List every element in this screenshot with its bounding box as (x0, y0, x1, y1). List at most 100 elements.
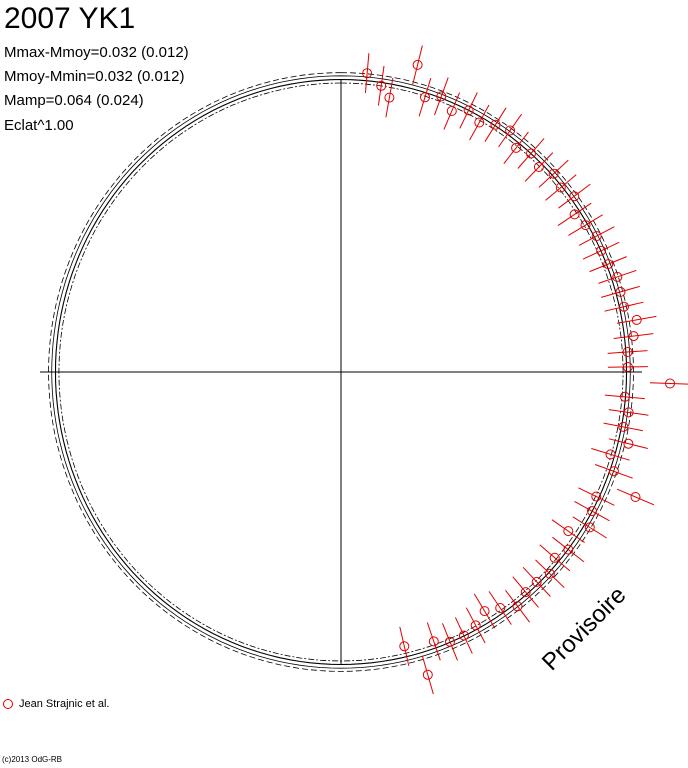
observation-point (384, 77, 395, 118)
mean-curve-lower-envelope (58, 82, 624, 662)
legend-marker-icon (3, 699, 13, 709)
observation-error-bar (535, 559, 565, 589)
observation-marker (490, 119, 501, 130)
observation-marker (591, 231, 602, 242)
observation-point (539, 544, 571, 572)
observation-error-bar (552, 536, 585, 563)
observation-marker (412, 59, 423, 70)
observation-error-bar (426, 622, 441, 661)
observation-point (591, 448, 630, 461)
observation-marker (479, 606, 490, 617)
observation-point (459, 92, 478, 129)
observation-point (608, 438, 648, 449)
observation-error-bar (616, 488, 655, 506)
mean-curve (54, 78, 628, 666)
observation-error-bar (545, 174, 577, 201)
observation-error-bar (601, 285, 640, 298)
observation-point (426, 622, 441, 661)
observation-error-bar (594, 464, 633, 479)
observation-error-bar (412, 45, 423, 85)
observation-marker (399, 641, 410, 652)
mean-curve-outer (51, 75, 631, 669)
chart-title: 2007 YK1 (4, 2, 136, 35)
observation-error-bar (551, 519, 585, 544)
observation-error-bar (459, 92, 478, 129)
observation-point (598, 269, 637, 284)
observation-error-bar (582, 241, 620, 260)
observation-point (442, 623, 458, 661)
observation-point (572, 516, 607, 539)
observation-point (545, 174, 577, 201)
observation-error-bar (578, 226, 615, 246)
observation-marker (544, 568, 555, 579)
observation-point (574, 500, 610, 522)
mean-curve-upper-envelope (48, 72, 634, 672)
observations-group (362, 45, 688, 695)
observation-error-bar (613, 333, 654, 339)
observation-error-bar (522, 566, 551, 597)
observation-marker (623, 407, 634, 418)
observation-marker (619, 391, 630, 402)
observation-point (434, 77, 449, 116)
observation-point (512, 576, 539, 608)
observation-error-bar (578, 487, 615, 506)
observation-marker (446, 106, 457, 116)
observation-marker (603, 259, 614, 270)
observation-point (376, 65, 387, 106)
observation-error-bar (442, 623, 458, 661)
observation-point (613, 331, 654, 342)
observation-point (535, 559, 565, 589)
legend-label: Jean Strajnic et al. (19, 698, 110, 710)
observation-point (454, 617, 473, 654)
observation-marker (422, 669, 433, 680)
observation-error-bar (484, 107, 507, 142)
observation-marker (420, 92, 430, 103)
observation-marker (458, 630, 469, 641)
stat-mamp: Mamp=0.064 (0.024) (4, 92, 144, 109)
observation-point (412, 45, 423, 85)
observation-marker (384, 92, 395, 103)
observation-error-bar (568, 214, 603, 236)
observation-error-bar (539, 544, 571, 572)
observation-marker (596, 245, 607, 256)
observation-point (616, 488, 655, 506)
observation-error-bar (443, 92, 461, 130)
observation-marker (563, 544, 574, 555)
observation-point (607, 362, 648, 372)
stat-eclat: Eclat^1.00 (4, 117, 74, 134)
observation-marker (618, 421, 629, 432)
observation-point (578, 226, 615, 246)
observation-error-bar (517, 138, 545, 169)
observation-point (469, 104, 490, 141)
observation-error-bar (469, 104, 490, 141)
observation-marker (612, 271, 623, 282)
observation-marker (619, 301, 629, 312)
observation-marker (631, 314, 642, 325)
observation-marker (548, 168, 559, 179)
observation-error-bar (465, 607, 486, 644)
observation-marker (463, 105, 474, 116)
observation-point (604, 301, 644, 312)
observation-point (558, 183, 591, 209)
observation-error-bar (608, 438, 648, 449)
copyright: (c)2013 OdG-RB (2, 755, 63, 764)
observation-marker (622, 347, 633, 357)
observation-point (524, 152, 554, 182)
observation-marker (608, 466, 619, 477)
observation-point (503, 131, 529, 165)
observation-error-bar (418, 78, 432, 117)
chart-axes (40, 80, 642, 665)
observation-error-bar (505, 589, 530, 623)
observation-point (557, 202, 592, 227)
observation-marker (623, 438, 634, 449)
observation-error-bar (385, 77, 394, 118)
observation-marker (505, 125, 516, 136)
observation-error-bar (538, 159, 569, 188)
mean-curve-group (48, 72, 634, 672)
observation-error-bar (558, 183, 591, 209)
observation-point (601, 285, 640, 298)
observation-point (607, 347, 648, 357)
observation-point (421, 655, 434, 695)
observation-point (488, 591, 512, 625)
